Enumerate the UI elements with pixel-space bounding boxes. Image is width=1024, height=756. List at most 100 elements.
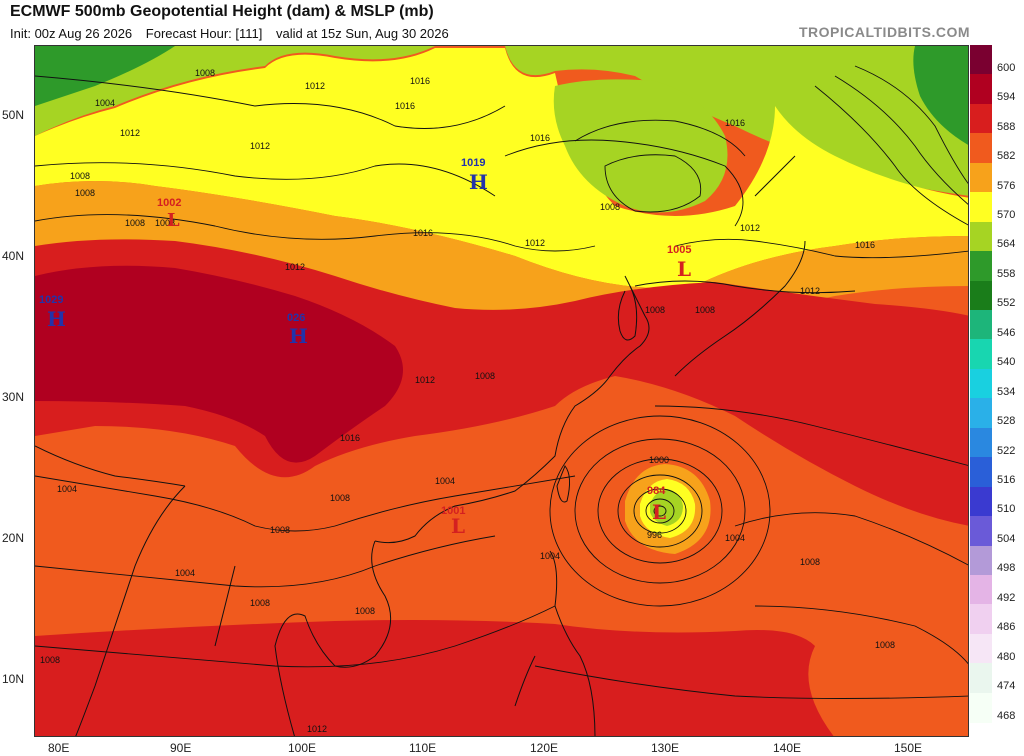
map-canvas: 1008 1012 1016 1016 1016 1012 1008 1012 … [35,46,968,736]
isobar-label: 1004 [435,476,455,486]
legend-swatch [970,604,992,635]
pressure-value: 1019 [461,157,485,169]
legend-label: 594 [997,91,1016,104]
isobar-label: 996 [647,530,662,540]
legend-swatch [970,427,992,459]
isobar-label: 1012 [250,141,270,151]
isobar-label: 1012 [740,223,760,233]
legend-swatch [970,368,992,400]
low-symbol: L [652,500,666,524]
legend-label: 492 [997,591,1016,604]
band-558-ne [913,46,968,145]
pressure-center-l-1005[interactable]: 1005 L [667,244,691,281]
legend-label: 570 [997,208,1016,221]
legend-swatch [970,45,992,76]
forecast-hour: Forecast Hour: [111] [145,26,263,41]
isobar-label: 1012 [307,724,327,734]
low-symbol: L [451,514,465,538]
legend-swatch [970,162,992,194]
isobar-labels: 1008 1012 1016 1016 1016 1012 1008 1012 … [40,68,895,734]
valid-time: valid at 15z Sun, Aug 30 2026 [275,26,449,41]
pressure-center-l-984-typhoon[interactable]: 984 L [647,485,666,524]
isobar-label: 1016 [725,118,745,128]
isobar-label: 1008 [600,202,620,212]
isobar-label: 1016 [395,101,415,111]
legend-label: 522 [997,444,1016,457]
lon-label-80e: 80E [48,741,70,755]
legend-swatch [970,398,992,429]
isobar-label: 1004 [725,533,745,543]
legend-swatch [970,74,992,105]
isobar-label: 1012 [120,128,140,138]
coastline-philippines [514,550,596,736]
pressure-value: 1001 [441,505,465,517]
isobar-label: 1008 [40,655,60,665]
legend-label: 498 [997,562,1016,575]
isobar-label: 1016 [410,76,430,86]
legend-swatch [970,486,992,518]
pressure-value: 1002 [157,197,181,209]
legend-label: 528 [997,415,1016,428]
isobar-label: 1008 [250,598,270,608]
init-time: Init: 00z Aug 26 2026 [10,26,133,41]
legend-label: 576 [997,179,1016,192]
isobar-lines [35,65,968,699]
legend-swatch [970,103,992,135]
legend-label: 564 [997,238,1016,251]
lat-label-30n: 30N [2,390,25,404]
legend-label: 486 [997,621,1016,634]
pressure-center-l-1002[interactable]: 1002 L [157,197,181,231]
legend-swatch [970,310,992,341]
pressure-center-h-1029[interactable]: 1029 H [39,294,66,331]
isobar-label: 1016 [413,228,433,238]
map-title: ECMWF 500mb Geopotential Height (dam) & … [10,3,434,20]
band-594 [35,265,403,463]
high-symbol: H [469,170,488,194]
low-symbol: L [677,257,691,281]
band-564 [35,46,968,196]
lon-label-100e: 100E [288,741,317,755]
legend-label: 582 [997,150,1016,163]
legend-label: 474 [997,680,1016,693]
isobar-label: 1008 [70,171,90,181]
lon-label-140e: 140E [773,741,802,755]
band-570 [35,48,968,288]
pressure-value: 984 [647,485,666,497]
isobar-label: 1008 [270,525,290,535]
band-588-south [35,620,834,736]
isobar-label: 1012 [800,286,820,296]
isobar-label: 1008 [195,68,215,78]
coastline-japan [674,155,806,377]
low-symbol: L [167,210,180,231]
isobar-label: 1004 [540,551,560,561]
legend-swatch [970,339,992,370]
legend-label: 480 [997,650,1016,663]
lat-label-20n: 20N [2,531,25,545]
isobar-label: 1008 [155,218,175,228]
isobar-label: 1008 [800,557,820,567]
pressure-center-h-026[interactable]: 026 H [287,312,308,348]
legend-label: 468 [997,709,1016,722]
legend-label: 552 [997,297,1016,310]
isobar-label: 1008 [125,218,145,228]
isobar-label: 1008 [75,188,95,198]
isobar-label: 1016 [340,433,360,443]
legend-swatch [970,251,992,282]
band-564-pocket [553,79,728,213]
coastline-korea [617,285,638,341]
legend-swatch [970,663,992,694]
typhoon-isobars [549,415,771,607]
geopotential-map[interactable]: 1008 1012 1016 1016 1016 1012 1008 1012 … [34,45,969,737]
legend-label: 558 [997,267,1016,280]
isobar-label: 1016 [855,240,875,250]
lon-label-90e: 90E [170,741,192,755]
coastline-taiwan [556,465,571,503]
pressure-center-l-1001[interactable]: 1001 L [441,505,465,538]
coastline-india [35,445,186,736]
legend-swatch [970,192,992,223]
legend-swatch [970,133,992,164]
pressure-center-h-1019[interactable]: 1019 H [461,157,488,194]
isobar-label: 1008 [645,305,665,315]
legend-label: 510 [997,503,1016,516]
lat-label-50n: 50N [2,108,25,122]
